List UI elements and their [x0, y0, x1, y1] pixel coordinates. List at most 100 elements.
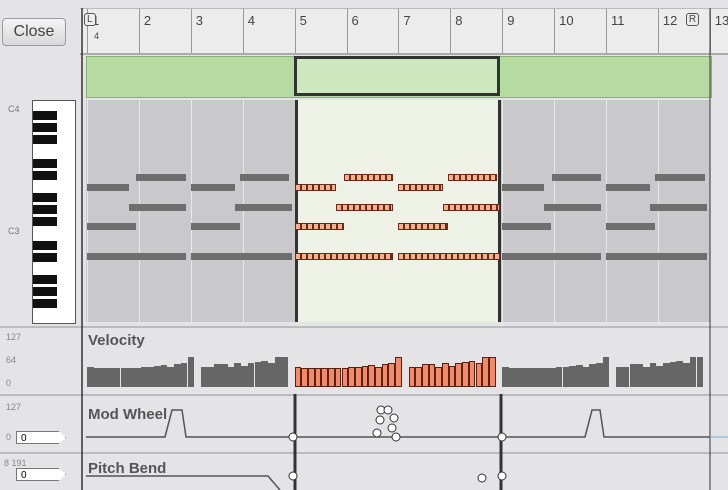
overview-selection[interactable] — [294, 56, 500, 96]
black-key[interactable] — [33, 299, 57, 308]
velocity-lane[interactable] — [86, 345, 710, 387]
velocity-bar[interactable] — [127, 367, 134, 387]
velocity-bar[interactable] — [502, 367, 509, 387]
velocity-bar[interactable] — [174, 363, 181, 387]
left-locator[interactable]: L — [84, 13, 96, 26]
velocity-bar[interactable] — [549, 367, 556, 387]
velocity-bar[interactable] — [180, 363, 188, 387]
velocity-bar[interactable] — [140, 367, 148, 387]
velocity-bar[interactable] — [167, 367, 175, 387]
velocity-bar[interactable] — [415, 367, 422, 387]
black-key[interactable] — [33, 123, 57, 132]
velocity-bar[interactable] — [642, 367, 650, 387]
velocity-bar[interactable] — [636, 363, 643, 387]
muted-note[interactable] — [502, 223, 552, 230]
black-key[interactable] — [33, 111, 57, 120]
black-key[interactable] — [33, 217, 57, 226]
velocity-bar[interactable] — [221, 363, 228, 387]
muted-note[interactable] — [234, 204, 292, 211]
muted-note[interactable] — [136, 174, 186, 181]
velocity-bar[interactable] — [294, 367, 302, 387]
velocity-bar[interactable] — [475, 363, 483, 387]
velocity-bar[interactable] — [227, 367, 235, 387]
black-key[interactable] — [33, 159, 57, 168]
velocity-bar[interactable] — [649, 363, 657, 387]
velocity-bar[interactable] — [308, 367, 315, 387]
selected-note[interactable] — [294, 253, 394, 260]
muted-note[interactable] — [650, 204, 708, 211]
selected-note[interactable] — [398, 223, 448, 230]
muted-note[interactable] — [655, 174, 705, 181]
black-key[interactable] — [33, 135, 57, 144]
velocity-bar[interactable] — [281, 356, 288, 387]
velocity-bar[interactable] — [455, 362, 463, 387]
velocity-bar[interactable] — [354, 366, 362, 387]
velocity-bar[interactable] — [247, 362, 255, 387]
velocity-bar[interactable] — [582, 367, 590, 387]
velocity-bar[interactable] — [522, 368, 529, 387]
velocity-bar[interactable] — [542, 367, 550, 387]
muted-note[interactable] — [606, 223, 656, 230]
black-key[interactable] — [33, 275, 57, 284]
velocity-bar[interactable] — [361, 365, 369, 387]
velocity-bar[interactable] — [596, 363, 603, 387]
velocity-bar[interactable] — [462, 361, 469, 387]
velocity-bar[interactable] — [508, 367, 516, 387]
muted-note[interactable] — [190, 223, 241, 230]
velocity-bar[interactable] — [207, 367, 215, 387]
muted-note[interactable] — [87, 184, 129, 191]
velocity-bar[interactable] — [93, 367, 101, 387]
velocity-bar[interactable] — [314, 368, 322, 387]
velocity-bar[interactable] — [87, 367, 94, 387]
pitch-bend-value-field[interactable]: 0 — [16, 468, 66, 481]
velocity-bar[interactable] — [254, 361, 262, 387]
selected-note[interactable] — [336, 204, 394, 211]
black-key[interactable] — [33, 171, 57, 180]
velocity-bar[interactable] — [348, 367, 355, 387]
velocity-bar[interactable] — [629, 363, 637, 387]
velocity-bar[interactable] — [616, 367, 623, 387]
muted-note[interactable] — [240, 174, 290, 181]
velocity-bar[interactable] — [388, 363, 396, 387]
ruler[interactable]: 1 2 3 4 5 6 7 8 9 10 11 12 13 L R 4 — [80, 8, 728, 55]
muted-note[interactable] — [87, 253, 186, 260]
velocity-bar[interactable] — [328, 368, 335, 387]
velocity-bar[interactable] — [488, 356, 496, 387]
velocity-bar[interactable] — [555, 367, 563, 387]
selected-note[interactable] — [294, 184, 337, 191]
velocity-bar[interactable] — [515, 367, 523, 387]
velocity-bar[interactable] — [368, 365, 375, 387]
velocity-bar[interactable] — [656, 365, 663, 387]
right-locator[interactable]: R — [685, 13, 700, 26]
selected-note[interactable] — [343, 174, 394, 181]
muted-note[interactable] — [190, 184, 235, 191]
velocity-bar[interactable] — [234, 363, 242, 387]
black-key[interactable] — [33, 241, 57, 250]
velocity-bar[interactable] — [663, 362, 670, 387]
black-key[interactable] — [33, 205, 57, 214]
velocity-bar[interactable] — [589, 363, 596, 387]
velocity-bar[interactable] — [435, 367, 442, 387]
velocity-bar[interactable] — [267, 363, 275, 387]
selected-loop-region[interactable] — [295, 100, 501, 322]
velocity-bar[interactable] — [113, 367, 121, 387]
velocity-bar[interactable] — [334, 367, 342, 387]
velocity-bar[interactable] — [676, 361, 684, 387]
velocity-bar[interactable] — [187, 357, 195, 387]
velocity-bar[interactable] — [622, 367, 630, 387]
close-button[interactable]: Close — [2, 18, 66, 46]
velocity-bar[interactable] — [562, 366, 570, 387]
velocity-bar[interactable] — [107, 368, 114, 387]
black-key[interactable] — [33, 253, 57, 262]
selected-note[interactable] — [294, 223, 344, 230]
velocity-bar[interactable] — [154, 365, 161, 387]
velocity-bar[interactable] — [468, 361, 476, 387]
velocity-bar[interactable] — [133, 367, 141, 387]
velocity-bar[interactable] — [408, 367, 416, 387]
velocity-bar[interactable] — [575, 365, 583, 387]
velocity-bar[interactable] — [301, 367, 308, 387]
black-key[interactable] — [33, 193, 57, 202]
selected-note[interactable] — [398, 253, 500, 260]
velocity-bar[interactable] — [261, 361, 268, 387]
velocity-bar[interactable] — [147, 366, 154, 387]
